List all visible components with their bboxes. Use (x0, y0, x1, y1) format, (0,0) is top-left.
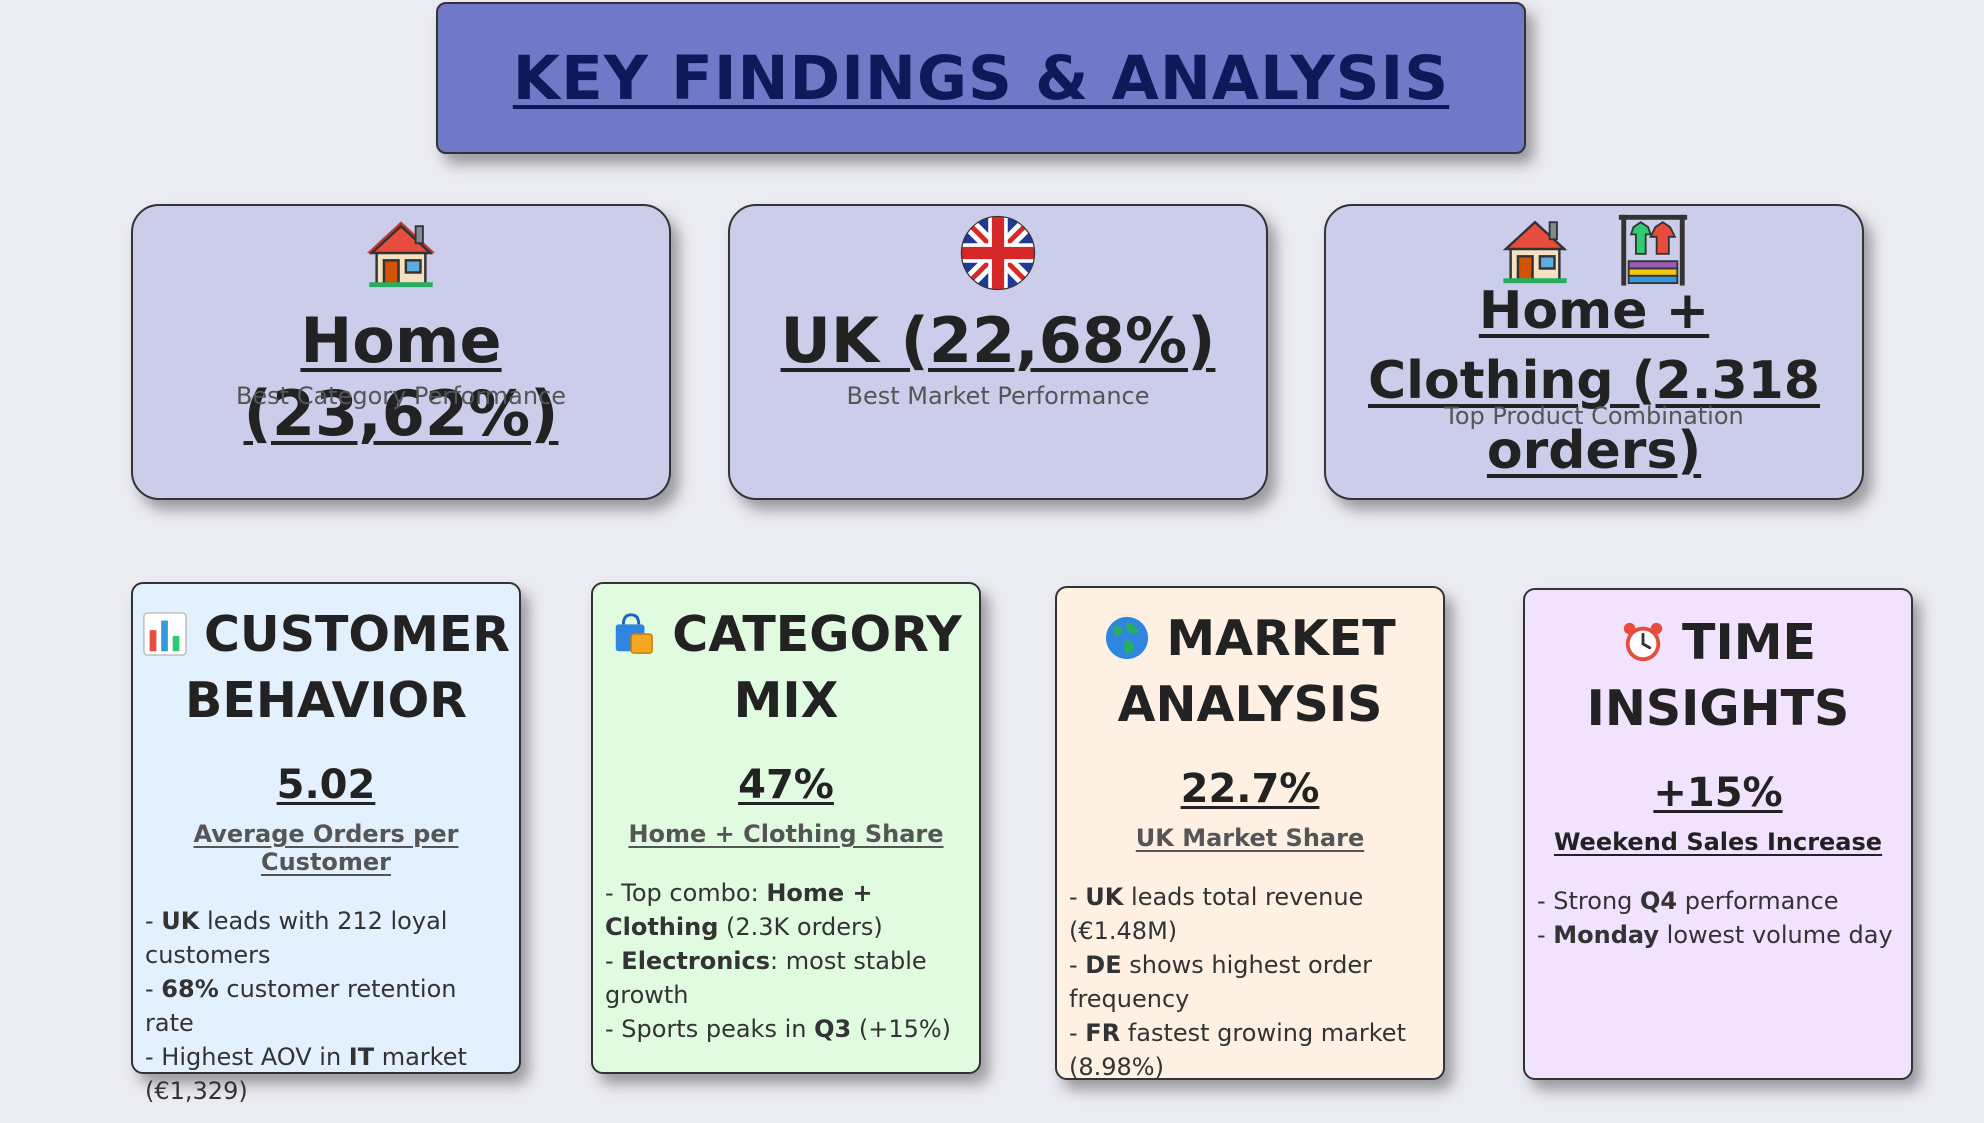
card-bullets: - Strong Q4 performance - Monday lowest … (1525, 884, 1911, 952)
bullet-item: - Highest AOV in IT market (€1,329) (145, 1043, 467, 1105)
card-metric: 47% (738, 762, 834, 808)
page-title: KEY FINDINGS & ANALYSIS (512, 42, 1450, 114)
bullet-item: - Top combo: Home + Clothing (2.3K order… (605, 879, 883, 941)
kpi-card-combination: Home + Clothing (2.318 orders) Top Produ… (1324, 204, 1864, 500)
card-bullets: - UK leads total revenue (€1.48M) - DE s… (1057, 880, 1443, 1084)
card-heading: TIME INSIGHTS (1586, 614, 1850, 737)
house-icon (366, 221, 436, 288)
card-category-mix: CATEGORY MIX 47% Home + Clothing Share -… (591, 582, 981, 1074)
bullet-item: - DE shows highest order frequency (1069, 951, 1373, 1013)
kpi-label: Best Market Performance (846, 382, 1150, 410)
clothing-rack-icon (1618, 214, 1688, 286)
alarm-clock-icon (1623, 622, 1663, 661)
title-banner: KEY FINDINGS & ANALYSIS (436, 2, 1526, 154)
bullet-item: - Sports peaks in Q3 (+15%) (605, 1015, 952, 1043)
card-metric-label: Average Orders per Customer (193, 820, 459, 876)
card-bullets: - UK leads with 212 loyal customers - 68… (133, 904, 519, 1108)
card-heading: CUSTOMER BEHAVIOR (133, 602, 519, 734)
bullet-item: - 68% customer retention rate (145, 975, 457, 1037)
kpi-card-category: Home (23,62%) Best Category Performance (131, 204, 671, 500)
card-market-analysis: MARKET ANALYSIS 22.7% UK Market Share - … (1055, 586, 1445, 1081)
kpi-value: Home + Clothing (2.318 orders) (1367, 281, 1820, 481)
bullet-item: - Monday lowest volume day (1537, 921, 1893, 949)
card-heading: MARKET ANALYSIS (1057, 606, 1443, 738)
house-icon (1502, 220, 1568, 284)
bullet-item: - FR fastest growing market (8.98%) (1069, 1019, 1406, 1081)
bullet-item: - UK leads with 212 loyal customers (145, 907, 448, 969)
card-metric-label: UK Market Share (1135, 824, 1365, 852)
card-metric: 5.02 (276, 762, 376, 808)
shopping-bags-icon (616, 612, 654, 654)
bar-chart-icon (143, 611, 187, 656)
kpi-value: UK (22,68%) (780, 304, 1216, 377)
card-heading: CATEGORY MIX (593, 602, 979, 734)
bullet-item: - UK leads total revenue (€1.48M) (1069, 883, 1364, 945)
card-time-insights: TIME INSIGHTS +15% Weekend Sales Increas… (1523, 588, 1913, 1080)
card-metric-label: Weekend Sales Increase (1553, 828, 1883, 856)
bullet-item: - Strong Q4 performance (1537, 887, 1839, 915)
card-customer-behavior: CUSTOMER BEHAVIOR 5.02 Average Orders pe… (131, 582, 521, 1105)
uk-flag-icon (960, 215, 1036, 291)
card-metric-label: Home + Clothing Share (628, 820, 944, 848)
kpi-value: Home (23,62%) (243, 304, 559, 450)
kpi-label: Best Category Performance (235, 382, 567, 410)
card-metric: 22.7% (1180, 766, 1320, 812)
card-metric: +15% (1653, 770, 1783, 816)
globe-icon (1106, 616, 1149, 659)
kpi-label: Top Product Combination (1444, 402, 1744, 430)
bullet-item: - Electronics: most stable growth (605, 947, 927, 1009)
kpi-card-market: UK (22,68%) Best Market Performance (728, 204, 1268, 500)
card-bullets: - Top combo: Home + Clothing (2.3K order… (593, 876, 979, 1046)
